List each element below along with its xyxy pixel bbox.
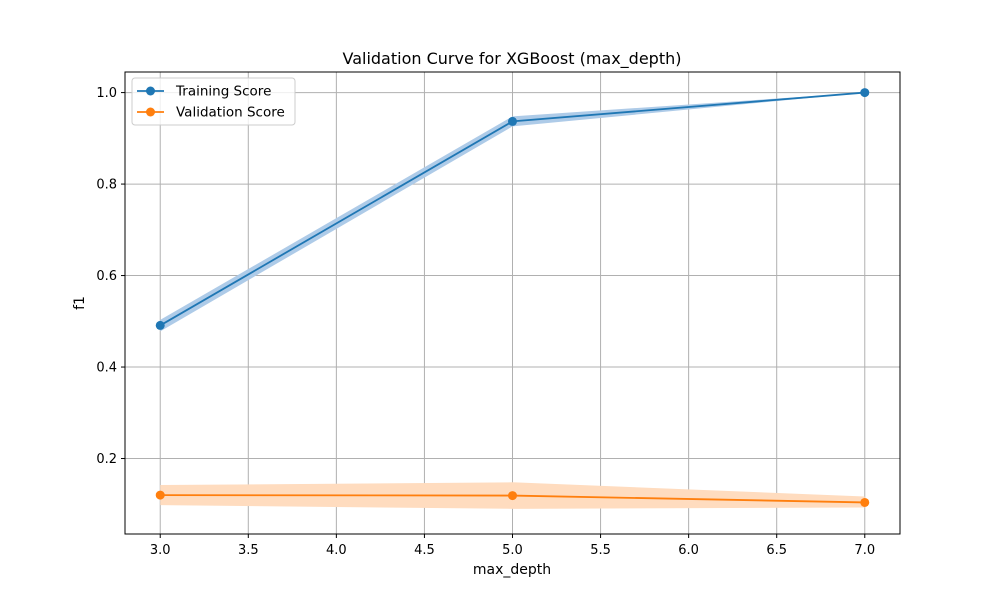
legend-box <box>131 77 296 126</box>
grid <box>125 72 900 534</box>
y-tick-label: 1.0 <box>96 86 117 101</box>
training-data-point <box>860 88 870 98</box>
x-tick-label: 5.5 <box>590 543 611 558</box>
x-tick-label: 4.5 <box>414 543 435 558</box>
legend-label-training: Training Score <box>175 84 271 100</box>
y-tick-label: 0.4 <box>96 361 117 376</box>
y-tick-label: 0.8 <box>96 178 117 193</box>
x-tick-label: 6.5 <box>766 543 787 558</box>
validation-data-point <box>155 490 165 500</box>
training-data-point <box>508 116 517 126</box>
legend-marker-validation <box>146 107 155 117</box>
y-axis-ticks: 0.2 0.4 0.6 0.8 1.0 <box>96 86 125 467</box>
x-tick-label: 5.0 <box>502 543 523 558</box>
y-axis-title: f1 <box>72 296 88 310</box>
x-tick-label: 3.5 <box>238 543 259 558</box>
validation-data-point <box>508 491 517 501</box>
chart-title: Validation Curve for XGBoost (max_depth) <box>343 49 682 69</box>
x-tick-label: 4.0 <box>326 543 347 558</box>
legend-label-validation: Validation Score <box>176 105 285 121</box>
legend: Training Score Validation Score <box>131 77 296 126</box>
x-axis-title: max_depth <box>473 562 551 578</box>
x-tick-label: 7.0 <box>854 543 875 558</box>
y-tick-label: 0.2 <box>96 452 117 467</box>
series-markers <box>155 88 870 507</box>
y-tick-label: 0.6 <box>96 269 117 284</box>
legend-marker-training <box>146 86 155 96</box>
x-axis-ticks: 3.0 3.5 4.0 4.5 5.0 5.5 6.0 6.5 7.0 <box>150 534 875 558</box>
x-tick-label: 6.0 <box>678 543 699 558</box>
x-tick-label: 3.0 <box>150 543 171 558</box>
validation-data-point <box>860 497 870 507</box>
training-data-point <box>155 320 165 330</box>
